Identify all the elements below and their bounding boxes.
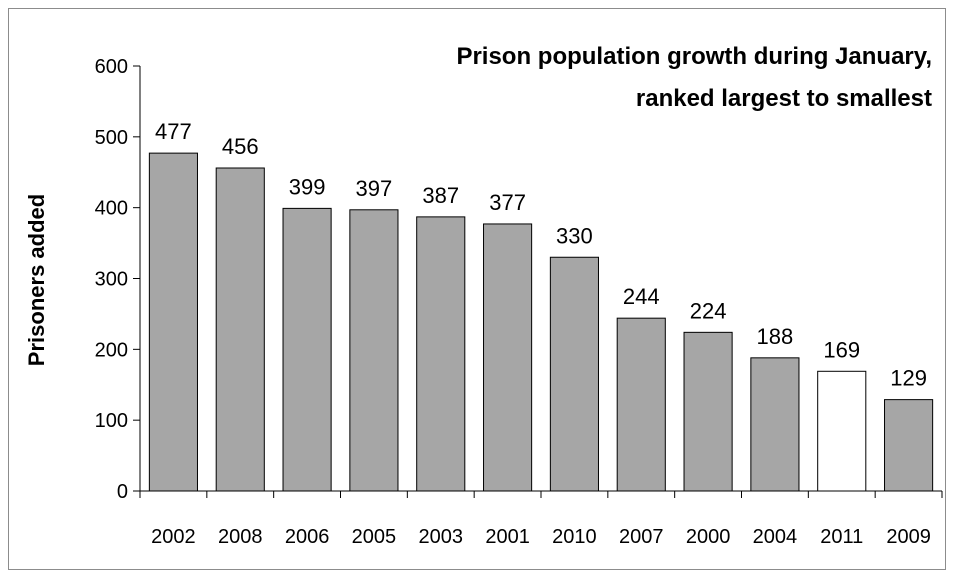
data-labels: 477 456 399 397 387 377 330 244 224 188 169 129 bbox=[155, 119, 927, 391]
data-label-2009: 129 bbox=[890, 366, 927, 391]
x-tick-label-2008: 2008 bbox=[218, 526, 263, 548]
y-tick-label: 200 bbox=[95, 339, 128, 361]
data-label-2003: 387 bbox=[422, 183, 459, 208]
bar-2001 bbox=[483, 223, 533, 492]
data-label-2008: 456 bbox=[222, 134, 259, 159]
y-tick-label: 400 bbox=[95, 198, 128, 220]
x-tick-label-2005: 2005 bbox=[352, 526, 397, 548]
data-label-2006: 399 bbox=[289, 174, 326, 199]
y-tick-label: 600 bbox=[95, 56, 128, 78]
bar-2007 bbox=[616, 317, 666, 492]
bar-2011 bbox=[817, 370, 867, 492]
data-label-2011: 169 bbox=[823, 337, 860, 362]
y-tick-label: 300 bbox=[95, 269, 128, 291]
data-label-2001: 377 bbox=[489, 190, 526, 215]
data-label-2010: 330 bbox=[556, 223, 593, 248]
bar-2004 bbox=[750, 357, 800, 492]
data-label-2005: 397 bbox=[356, 176, 393, 201]
bar-2003 bbox=[416, 216, 466, 492]
chart-title-line-2: ranked largest to smallest bbox=[636, 85, 932, 112]
bar-2009 bbox=[884, 399, 934, 492]
x-tick-label-2009: 2009 bbox=[886, 526, 931, 548]
y-axis-label: Prisoners added bbox=[24, 194, 49, 366]
bar-2005 bbox=[349, 209, 399, 492]
chart-title-line-1: Prison population growth during January, bbox=[456, 43, 932, 70]
x-tick-label-2004: 2004 bbox=[753, 526, 798, 548]
data-label-2000: 224 bbox=[690, 298, 727, 323]
x-tick-label-2001: 2001 bbox=[485, 526, 530, 548]
y-axis: 0 100 200 300 400 500 600 bbox=[95, 56, 141, 503]
data-label-2004: 188 bbox=[757, 324, 794, 349]
bar-2010 bbox=[549, 256, 599, 492]
chart-title: Prison population growth during January,… bbox=[456, 43, 932, 112]
data-label-2002: 477 bbox=[155, 119, 192, 144]
x-axis: 2002 2008 2006 2005 2003 2001 2010 2007 2000 2004… bbox=[139, 490, 943, 548]
bar-2008 bbox=[215, 167, 265, 492]
x-tick-label-2006: 2006 bbox=[285, 526, 330, 548]
bar-2002 bbox=[148, 152, 198, 492]
bars bbox=[148, 152, 934, 492]
y-tick-label: 100 bbox=[95, 410, 128, 432]
x-tick-label-2010: 2010 bbox=[552, 526, 597, 548]
x-tick-label-2003: 2003 bbox=[419, 526, 464, 548]
x-tick-label-2000: 2000 bbox=[686, 526, 731, 548]
data-label-2007: 244 bbox=[623, 284, 660, 309]
x-tick-label-2011: 2011 bbox=[820, 526, 863, 548]
y-tick-label: 500 bbox=[95, 127, 128, 149]
x-tick-label-2007: 2007 bbox=[619, 526, 664, 548]
bar-2000 bbox=[683, 331, 733, 492]
x-tick-label-2002: 2002 bbox=[151, 526, 196, 548]
bar-2006 bbox=[282, 207, 332, 492]
y-tick-label: 0 bbox=[117, 481, 128, 503]
